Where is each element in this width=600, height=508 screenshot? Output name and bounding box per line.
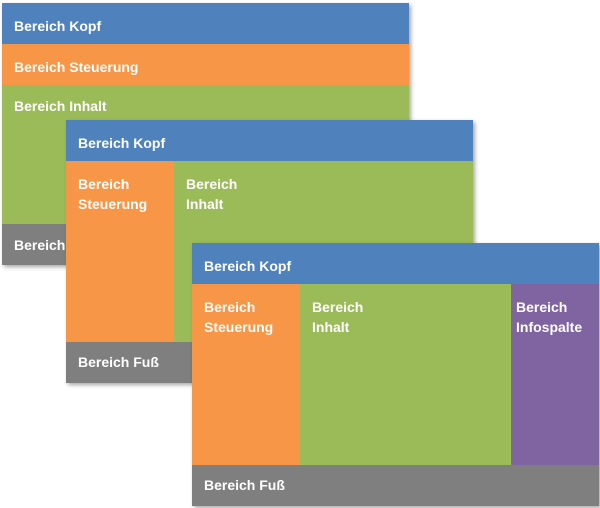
area-kopf-label: Bereich Kopf [204,258,292,274]
area-inhalt-label: Bereich Inhalt [14,98,107,114]
area-steuerung-label: Bereich Steuerung [78,176,148,212]
area-steuerung: Bereich Steuerung [192,284,300,465]
area-infospalte-label: Bereich Infospalte [516,299,583,335]
area-inhalt-label: Bereich Inhalt [186,176,238,212]
area-steuerung: Bereich Steuerung [66,161,174,342]
area-fuss-label: Bereich Fuß [78,354,159,370]
area-kopf: Bereich Kopf [192,243,599,284]
area-fuss: Bereich Fuß [192,465,599,506]
area-kopf-label: Bereich Kopf [78,135,166,151]
area-steuerung-label: Bereich Steuerung [14,59,139,75]
area-inhalt: Bereich Inhalt [300,284,511,465]
area-steuerung-label: Bereich Steuerung [204,299,274,335]
layout-three-column: Bereich Kopf Bereich Steuerung Bereich I… [192,243,599,506]
area-fuss-label: Bereich Fuß [204,477,285,493]
area-kopf-label: Bereich Kopf [14,18,102,34]
area-kopf: Bereich Kopf [66,120,473,161]
area-infospalte: Bereich Infospalte [511,284,599,465]
area-inhalt-label: Bereich Inhalt [312,299,364,335]
area-kopf: Bereich Kopf [2,3,409,44]
area-steuerung: Bereich Steuerung [2,44,409,85]
